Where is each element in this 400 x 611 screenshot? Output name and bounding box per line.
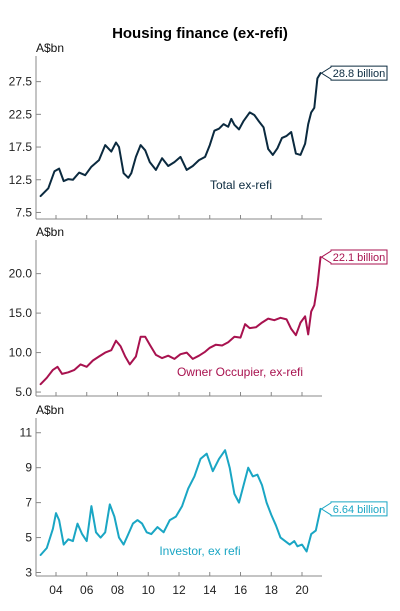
panel-owner-occupier-callout-box <box>320 249 388 265</box>
panel-investor-y-tick-label: 11 <box>20 426 33 440</box>
chart-panels: 7.5 12.5 17.5 22.5 27.5 28.8 billion 5.0 10.0 15… <box>9 56 388 597</box>
panel-total-y-tick-label: 17.5 <box>9 140 33 154</box>
x-tick-label: 06 <box>80 583 94 597</box>
x-tick-label: 20 <box>295 583 309 597</box>
panel-investor-y-tick-label: 7 <box>25 496 32 510</box>
x-tick-label: 18 <box>265 583 279 597</box>
panel-owner-occupier-series-line <box>39 256 322 386</box>
x-tick-label: 14 <box>203 583 217 597</box>
panel-investor: 3 5 7 9 11 6.64 billion <box>20 418 388 580</box>
total-series-label: Total ex-refi <box>210 178 272 192</box>
panel-total-y-tick-label: 12.5 <box>9 173 33 187</box>
panel-total-callout-label: 28.8 billion <box>333 68 386 80</box>
panel-investor-y-tick-label: 3 <box>25 566 32 580</box>
panel-investor-callout-box <box>320 501 388 517</box>
panel-investor-series-line <box>39 449 322 556</box>
panel-total-y-tick-label: 27.5 <box>9 75 33 89</box>
panel-owner-occupier-y-tick-label: 15.0 <box>9 306 33 320</box>
investor-series-label: Investor, ex refi <box>159 544 240 558</box>
x-tick-label: 04 <box>49 583 63 597</box>
panel-investor-unit: A$bn <box>36 403 64 417</box>
panel-owner-occupier-callout-label: 22.1 billion <box>333 252 386 264</box>
panel-owner-occupier-unit: A$bn <box>36 225 64 239</box>
panel-owner-occupier-y-tick-label: 10.0 <box>9 346 33 360</box>
panel-owner-occupier: 5.0 10.0 15.0 20.0 22.1 billion <box>9 240 388 399</box>
panel-owner-occupier-y-tick-label: 20.0 <box>9 267 33 281</box>
panel-total-unit: A$bn <box>36 41 64 55</box>
x-tick-label: 08 <box>111 583 125 597</box>
panel-total: 7.5 12.5 17.5 22.5 27.5 28.8 billion <box>9 56 388 220</box>
panel-total-y-tick-label: 7.5 <box>15 205 32 219</box>
panel-investor-y-tick-label: 5 <box>25 531 32 545</box>
panel-investor-callout-label: 6.64 billion <box>333 504 386 516</box>
x-tick-label: 12 <box>172 583 186 597</box>
panel-owner-occupier-y-tick-label: 5.0 <box>15 385 32 399</box>
panel-total-y-tick-label: 22.5 <box>9 107 33 121</box>
chart-title: Housing finance (ex-refi) <box>112 25 288 42</box>
x-tick-label: 10 <box>142 583 156 597</box>
panel-total-series-line <box>39 72 322 198</box>
panel-investor-y-tick-label: 9 <box>25 461 32 475</box>
owner-occupier-series-label: Owner Occupier, ex-refi <box>177 365 303 379</box>
panel-total-callout-box <box>320 65 388 81</box>
x-tick-label: 16 <box>234 583 248 597</box>
